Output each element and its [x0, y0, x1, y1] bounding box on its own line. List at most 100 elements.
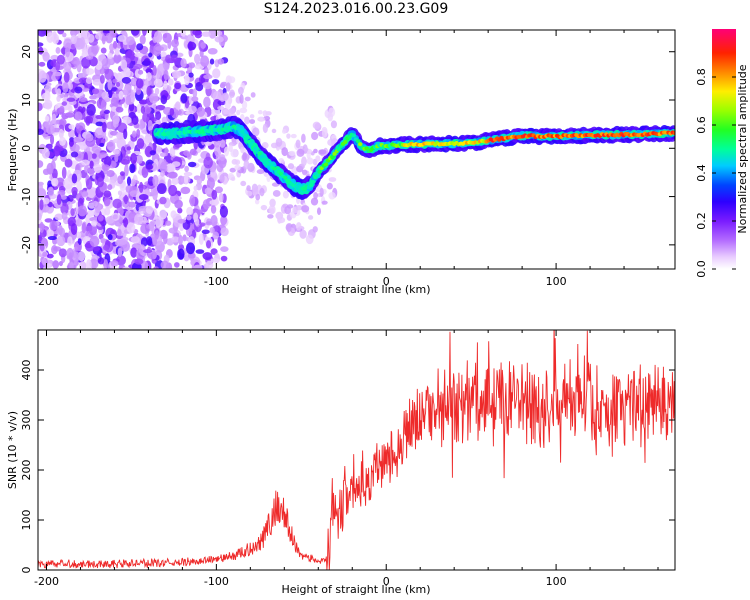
- heatmap-cell: [160, 30, 168, 34]
- heatmap-cell: [316, 207, 322, 216]
- heatmap-cell: [38, 160, 44, 168]
- heatmap-cell: [60, 202, 69, 215]
- heatmap-cell: [196, 106, 206, 118]
- heatmap-cell: [119, 171, 125, 176]
- heatmap-cell: [239, 94, 244, 105]
- spectrogram-x-label: Height of straight line (km): [281, 283, 430, 296]
- heatmap-cell: [72, 251, 80, 259]
- heatmap-cell: [59, 105, 65, 113]
- heatmap-cell: [246, 190, 253, 197]
- heatmap-cell: [143, 249, 153, 254]
- heatmap-cell: [38, 212, 42, 221]
- heatmap-cell: [105, 178, 111, 183]
- heatmap-cell: [165, 54, 172, 64]
- y-tick-label: 100: [20, 510, 33, 531]
- heatmap-cell: [42, 251, 48, 257]
- heatmap-cell: [39, 199, 44, 211]
- snr-plot-area: [38, 330, 675, 570]
- heatmap-cell: [53, 145, 61, 157]
- heatmap-cell: [105, 216, 115, 224]
- heatmap-cell: [136, 138, 145, 149]
- heatmap-cell: [155, 145, 162, 154]
- heatmap-cell: [310, 197, 319, 206]
- heatmap-cell: [151, 162, 157, 172]
- heatmap-cell: [153, 266, 159, 269]
- heatmap-cell: [112, 214, 118, 220]
- y-tick-label: -20: [20, 236, 33, 254]
- heatmap-cell: [142, 30, 147, 36]
- heatmap-cell: [78, 141, 87, 150]
- heatmap-cell: [228, 76, 236, 84]
- heatmap-cell: [208, 30, 217, 39]
- heatmap-cell: [224, 100, 231, 110]
- heatmap-cell: [84, 164, 90, 173]
- heatmap-cell: [174, 199, 183, 209]
- heatmap-cell: [94, 32, 104, 40]
- heatmap-cell: [296, 148, 305, 157]
- heatmap-cell: [163, 62, 170, 71]
- heatmap-cell: [135, 78, 144, 89]
- heatmap-cell: [140, 106, 146, 114]
- heatmap-cell: [188, 62, 196, 69]
- heatmap-cell: [163, 69, 169, 81]
- x-tick-label: 0: [383, 275, 390, 288]
- heatmap-cell: [196, 177, 203, 185]
- heatmap-cell: [134, 52, 144, 58]
- heatmap-cell: [58, 189, 66, 196]
- heatmap-cell: [120, 59, 128, 71]
- heatmap-cell: [217, 58, 225, 65]
- spectrogram-frame: [37, 29, 676, 270]
- heatmap-cell: [103, 259, 109, 269]
- heatmap-cell: [250, 92, 256, 98]
- heatmap-cell: [79, 37, 86, 49]
- heatmap-cell: [210, 214, 218, 227]
- heatmap-cell: [336, 147, 342, 152]
- heatmap-cell: [60, 194, 67, 200]
- heatmap-cell: [193, 185, 198, 191]
- heatmap-cell: [326, 182, 333, 190]
- heatmap-cell: [92, 88, 100, 95]
- heatmap-cell: [313, 191, 318, 200]
- heatmap-cell: [52, 260, 60, 269]
- heatmap-cell: [126, 222, 136, 234]
- heatmap-cell: [42, 51, 50, 62]
- heatmap-cell: [107, 78, 113, 91]
- heatmap-cell: [38, 183, 44, 191]
- heatmap-cell: [236, 109, 241, 116]
- heatmap-cell: [107, 184, 113, 191]
- heatmap-cell: [81, 222, 87, 234]
- heatmap-cell: [115, 82, 121, 88]
- heatmap-cell: [81, 191, 89, 197]
- heatmap-cell: [225, 82, 231, 92]
- heatmap-cell: [38, 42, 44, 47]
- heatmap-cell: [91, 220, 98, 227]
- heatmap-cell: [159, 196, 167, 205]
- heatmap-cell: [200, 55, 210, 67]
- heatmap-cell: [104, 207, 111, 216]
- heatmap-cell: [141, 166, 149, 178]
- heatmap-cell: [46, 32, 54, 43]
- heatmap-cell: [230, 148, 239, 158]
- heatmap-cell: [117, 175, 124, 185]
- heatmap-cell: [211, 189, 218, 200]
- snr-x-label: Height of straight line (km): [281, 583, 430, 596]
- heatmap-cell: [156, 183, 167, 195]
- heatmap-cell: [212, 90, 222, 103]
- heatmap-cell: [55, 46, 61, 54]
- heatmap-cell: [198, 233, 204, 245]
- heatmap-cell: [77, 238, 82, 245]
- heatmap-cell: [191, 96, 199, 102]
- y-tick-label: -10: [20, 188, 33, 206]
- heatmap-cell: [130, 178, 136, 187]
- heatmap-cell: [174, 101, 181, 110]
- heatmap-cell: [51, 244, 58, 255]
- heatmap-cell: [115, 106, 124, 113]
- heatmap-cell: [220, 246, 229, 253]
- heatmap-cell: [317, 169, 322, 174]
- heatmap-cell: [137, 69, 144, 75]
- heatmap-cell: [159, 164, 169, 172]
- heatmap-cell: [192, 30, 202, 36]
- heatmap-cell: [161, 116, 168, 125]
- heatmap-cell: [249, 119, 256, 124]
- heatmap-cell: [87, 33, 95, 43]
